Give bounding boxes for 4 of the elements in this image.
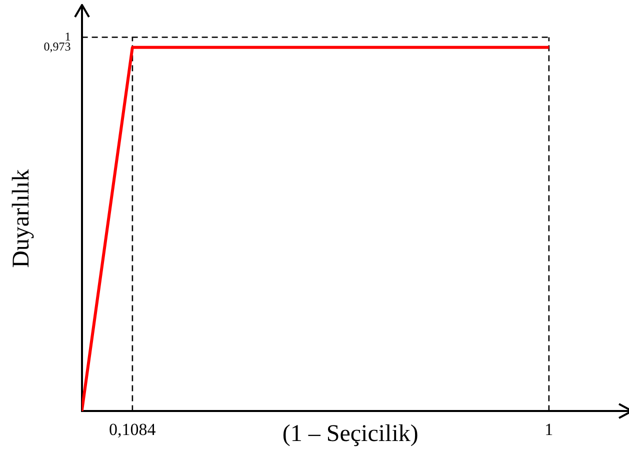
y-axis-title: Duyarlılık	[8, 169, 35, 268]
y-tick-label: 0,973	[44, 39, 71, 54]
x-axis-title: (1 – Seçicilik)	[282, 420, 418, 447]
x-tick-label: 0,1084	[109, 420, 156, 440]
